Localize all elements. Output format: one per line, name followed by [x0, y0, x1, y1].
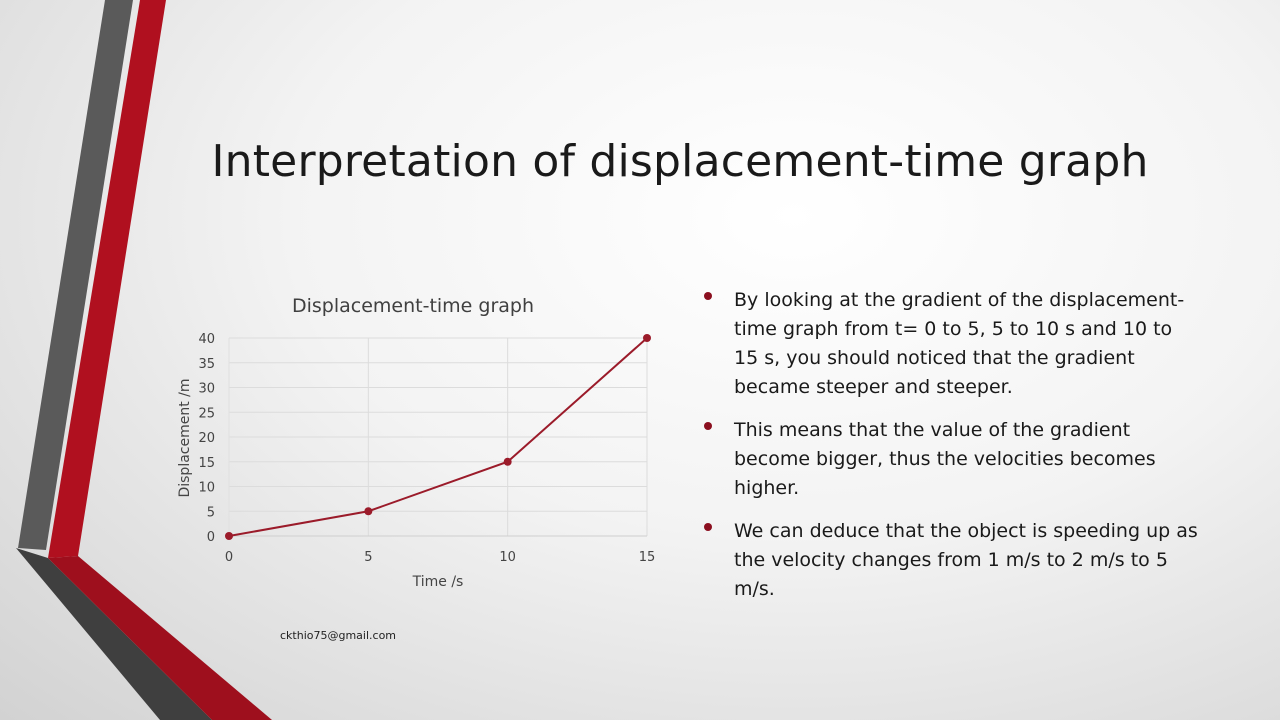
data-point	[364, 507, 373, 516]
bullet-dot	[704, 292, 712, 300]
bullet-list: By looking at the gradient of the displa…	[700, 286, 1200, 618]
y-tick-label: 10	[198, 481, 215, 496]
y-tick-label: 35	[198, 357, 215, 372]
chart-series	[225, 334, 651, 540]
bullet-item: This means that the value of the gradien…	[700, 416, 1200, 503]
bullet-dot	[704, 422, 712, 430]
y-tick-label: 30	[198, 382, 215, 397]
chart-ticks: 0 5 10 15 20 25 30 35 40 0 5 10 15	[198, 332, 655, 565]
y-tick-label: 0	[207, 530, 215, 545]
bullet-text: By looking at the gradient of the displa…	[734, 289, 1185, 398]
gray-diagonal-band	[16, 548, 212, 720]
bullet-text: This means that the value of the gradien…	[734, 419, 1156, 499]
data-point	[225, 532, 233, 540]
chart-grid	[229, 337, 648, 536]
x-tick-label: 10	[499, 550, 516, 565]
y-axis-label: Displacement /m	[177, 378, 193, 497]
series-line	[228, 337, 648, 537]
x-tick-label: 15	[639, 550, 656, 565]
data-point	[643, 334, 651, 342]
y-tick-label: 25	[198, 406, 215, 421]
y-tick-label: 20	[198, 431, 215, 446]
x-tick-label: 0	[225, 550, 233, 565]
x-axis-label: Time /s	[412, 574, 464, 590]
displacement-time-chart: Displacement-time graph 0 5 10 15 20 25 30 35 40…	[177, 295, 655, 590]
x-tick-label: 5	[364, 550, 372, 565]
data-point	[503, 457, 512, 466]
author-email: ckthio75@gmail.com	[280, 629, 397, 642]
bullet-text: We can deduce that the object is speedin…	[734, 520, 1198, 600]
red-diagonal-band	[48, 556, 272, 720]
chart-title: Displacement-time graph	[292, 295, 534, 317]
y-tick-label: 5	[207, 505, 215, 520]
gray-stripe	[18, 0, 133, 550]
bullet-item: By looking at the gradient of the displa…	[700, 286, 1200, 402]
chart-axes	[228, 338, 647, 537]
slide-title: Interpretation of displacement-time grap…	[211, 136, 1149, 187]
y-tick-label: 40	[198, 332, 215, 347]
red-stripe	[48, 0, 166, 558]
bullet-item: We can deduce that the object is speedin…	[700, 517, 1200, 604]
y-tick-label: 15	[198, 456, 215, 471]
bullet-dot	[704, 523, 712, 531]
